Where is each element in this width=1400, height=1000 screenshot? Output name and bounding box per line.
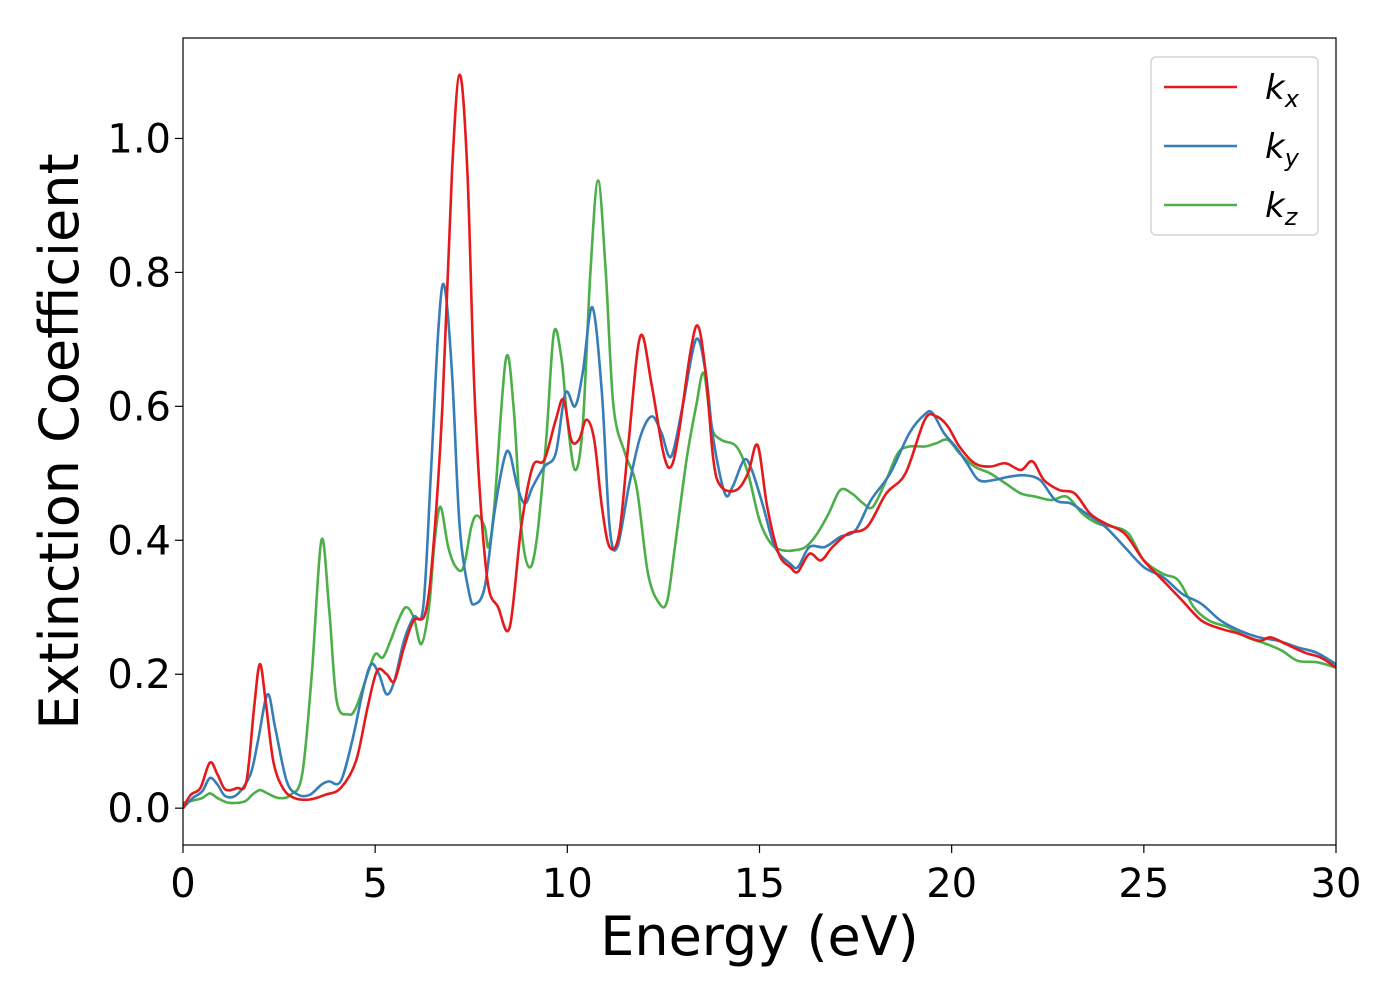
series-line-kz bbox=[183, 179, 1336, 805]
x-axis-label: Energy (eV) bbox=[600, 905, 919, 968]
x-tick-label: 30 bbox=[1311, 861, 1362, 907]
y-tick-label: 0.0 bbox=[107, 786, 171, 832]
y-axis-label: Extinction Coefficient bbox=[28, 153, 91, 729]
y-tick-label: 0.8 bbox=[107, 250, 171, 296]
x-tick-label: 20 bbox=[926, 861, 977, 907]
series-line-kx bbox=[183, 73, 1336, 809]
x-tick-label: 0 bbox=[170, 861, 195, 907]
x-tick-label: 5 bbox=[362, 861, 387, 907]
y-tick-label: 1.0 bbox=[107, 116, 171, 162]
y-axis: 0.0 0.2 0.4 0.6 0.8 1.0 bbox=[107, 116, 183, 832]
y-tick-label: 0.4 bbox=[107, 518, 171, 564]
y-tick-label: 0.6 bbox=[107, 384, 171, 430]
x-tick-label: 15 bbox=[734, 861, 785, 907]
x-tick-label: 10 bbox=[542, 861, 593, 907]
series-line-ky bbox=[183, 282, 1336, 810]
x-tick-label: 25 bbox=[1118, 861, 1169, 907]
x-axis: 0 5 10 15 20 25 30 bbox=[170, 845, 1361, 907]
y-tick-label: 0.2 bbox=[107, 652, 171, 698]
series-layer bbox=[183, 73, 1336, 810]
